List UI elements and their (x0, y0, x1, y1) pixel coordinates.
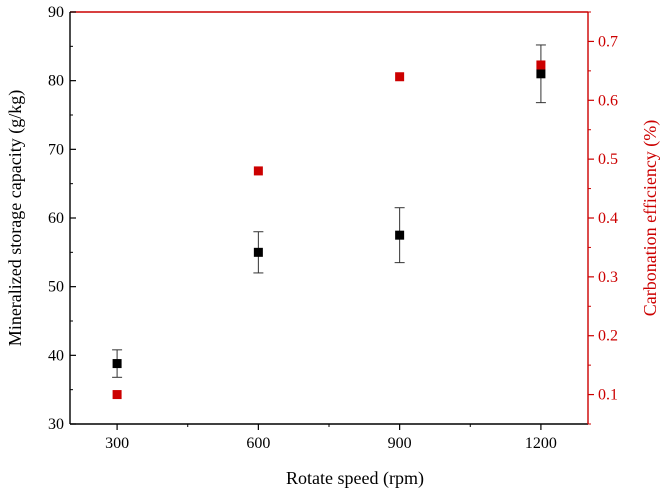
right-y-tick-label: 0.2 (598, 328, 618, 345)
left-y-tick-label: 60 (48, 210, 64, 227)
storage-capacity-point (112, 359, 122, 369)
x-tick-label: 600 (246, 435, 270, 452)
x-tick-label: 1200 (525, 435, 557, 452)
left-y-axis: 30 40 50 60 70 80 90 (48, 4, 76, 433)
carbonation-efficiency-point (112, 390, 122, 400)
carbonation-efficiency-point (395, 72, 405, 82)
left-y-tick-label: 30 (48, 416, 64, 433)
plot-frame (69, 11, 589, 425)
carbonation-efficiency-point (536, 60, 546, 70)
right-y-tick-label: 0.4 (598, 210, 618, 227)
x-tick-label: 900 (388, 435, 412, 452)
right-y-axis: 0.1 0.2 0.3 0.4 0.5 0.6 0.7 (588, 11, 618, 425)
x-axis-title: Rotate speed (rpm) (286, 468, 424, 489)
left-y-tick-label: 90 (48, 4, 64, 21)
carbonation-efficiency-point (253, 166, 263, 176)
left-y-tick-label: 40 (48, 347, 64, 364)
right-y-axis-title: Carbonation efficiency (%) (640, 120, 661, 317)
left-y-tick-label: 50 (48, 279, 64, 296)
left-y-axis-title: Mineralized storage capacity (g/kg) (5, 90, 26, 346)
left-y-tick-label: 80 (48, 73, 64, 90)
storage-capacity-point (253, 247, 263, 257)
storage-capacity-point (536, 69, 546, 79)
right-y-tick-label: 0.3 (598, 269, 618, 286)
storage-capacity-point (395, 230, 405, 240)
left-y-tick-label: 70 (48, 141, 64, 158)
right-y-tick-label: 0.5 (598, 151, 618, 168)
data-marks (112, 44, 546, 400)
x-axis: 300 600 900 1200 (105, 424, 557, 452)
right-y-tick-label: 0.1 (598, 387, 618, 404)
right-y-tick-label: 0.7 (598, 33, 618, 50)
x-tick-label: 300 (105, 435, 129, 452)
right-y-tick-label: 0.6 (598, 92, 618, 109)
